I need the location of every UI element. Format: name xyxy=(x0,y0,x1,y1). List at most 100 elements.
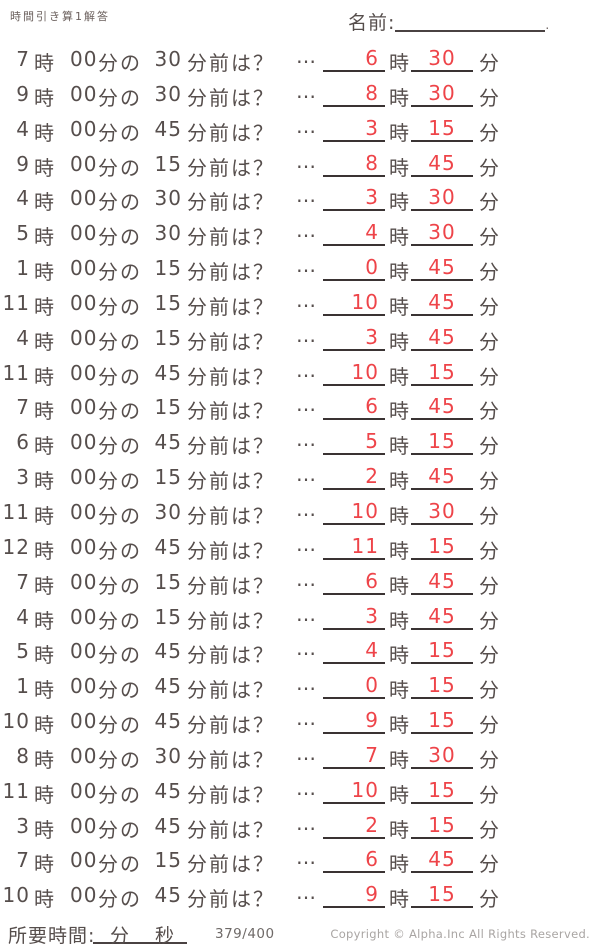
answer-hour-blank: 6 xyxy=(323,569,385,595)
answer-hour-value: 6 xyxy=(365,568,379,593)
minute-unit-label: 分 xyxy=(479,503,499,528)
answer-hour-value: 10 xyxy=(351,359,379,384)
hour-unit-label: 時 xyxy=(389,538,409,563)
problem-row: 7 時 00 分の 15 分前は？ … 6 時 45 分 xyxy=(0,567,600,604)
hour-unit-label: 時 xyxy=(389,887,409,912)
answer-hour-value: 9 xyxy=(365,708,379,733)
answer-minutes-value: 15 xyxy=(428,812,456,837)
answer-hour-blank: 10 xyxy=(323,290,385,316)
ellipsis: … xyxy=(296,148,317,173)
answer-minutes-value: 30 xyxy=(428,498,456,523)
answer-hour-blank: 9 xyxy=(323,708,385,735)
before-question-label: 分前は？ xyxy=(187,503,275,528)
problem-row: 10 時 00 分の 45 分前は？ … 9 時 15 分 xyxy=(0,880,600,917)
answer-hour-value: 6 xyxy=(365,46,379,70)
answer-minutes-value: 30 xyxy=(428,742,456,767)
before-question-label: 分前は？ xyxy=(187,434,275,459)
answer-hour-blank: 6 xyxy=(323,394,385,421)
question-minutes: 00 xyxy=(70,151,98,176)
question-hour: 5 xyxy=(16,639,30,664)
hour-unit-label: 時 xyxy=(389,260,409,285)
problem-row: 1 時 00 分の 45 分前は？ … 0 時 15 分 xyxy=(0,671,600,708)
answer-hour-value: 11 xyxy=(351,533,379,558)
problem-row: 11 時 00 分の 45 分前は？ … 10 時 15 分 xyxy=(0,358,600,395)
answer-minutes-value: 45 xyxy=(428,464,456,489)
hour-unit-label: 時 xyxy=(389,51,409,75)
question-hour: 1 xyxy=(16,256,30,281)
question-hour: 7 xyxy=(16,848,30,873)
before-question-label: 分前は？ xyxy=(187,887,275,912)
answer-minutes-blank: 45 xyxy=(411,464,473,491)
ellipsis: … xyxy=(296,775,317,800)
minute-unit-label: 分 xyxy=(479,225,499,250)
problem-row: 7 時 00 分の 15 分前は？ … 6 時 45 分 xyxy=(0,392,600,429)
before-question-label: 分前は？ xyxy=(187,225,275,250)
minute-unit-label: 分 xyxy=(479,747,499,772)
hour-unit-label: 時 xyxy=(389,225,409,250)
hour-unit-label: 時 xyxy=(34,364,54,389)
problem-row: 4 時 00 分の 15 分前は？ … 3 時 45 分 xyxy=(0,323,600,360)
answer-minutes-value: 15 xyxy=(428,115,456,140)
answer-hour-value: 3 xyxy=(365,115,379,140)
question-hour: 7 xyxy=(16,569,30,594)
hour-unit-label: 時 xyxy=(34,469,54,494)
minute-unit-label: 分 xyxy=(479,887,499,912)
before-question-label: 分前は？ xyxy=(187,817,275,842)
answer-minutes-blank: 30 xyxy=(411,743,473,769)
answer-hour-value: 4 xyxy=(365,220,379,245)
answer-hour-blank: 10 xyxy=(323,778,385,804)
minutes-before-value: 30 xyxy=(154,186,182,211)
minutes-particle-label: 分の xyxy=(98,364,142,389)
answer-minutes-blank: 15 xyxy=(411,360,473,386)
problem-row: 3 時 00 分の 45 分前は？ … 2 時 15 分 xyxy=(0,811,600,848)
before-question-label: 分前は？ xyxy=(187,364,275,389)
minutes-before-value: 15 xyxy=(154,325,182,350)
problem-row: 7 時 00 分の 15 分前は？ … 6 時 45 分 xyxy=(0,845,600,882)
problem-row: 4 時 00 分の 45 分前は？ … 3 時 15 分 xyxy=(0,114,600,151)
question-minutes: 00 xyxy=(70,81,98,106)
answer-minutes-value: 45 xyxy=(428,255,456,280)
ellipsis: … xyxy=(296,601,317,626)
answer-minutes-value: 30 xyxy=(428,185,456,210)
hour-unit-label: 時 xyxy=(389,643,409,668)
answer-minutes-value: 45 xyxy=(428,603,456,628)
minutes-before-value: 30 xyxy=(154,81,182,106)
answer-minutes-blank: 45 xyxy=(411,569,473,595)
minutes-particle-label: 分の xyxy=(98,608,142,633)
question-hour: 11 xyxy=(2,778,30,803)
minutes-before-value: 45 xyxy=(154,430,182,455)
hour-unit-label: 時 xyxy=(34,120,54,145)
hour-unit-label: 時 xyxy=(389,155,409,180)
answer-minutes-value: 15 xyxy=(428,638,456,663)
minutes-before-value: 45 xyxy=(154,813,182,838)
question-hour: 11 xyxy=(2,360,30,385)
minutes-before-value: 15 xyxy=(154,848,182,873)
hour-unit-label: 時 xyxy=(389,364,409,389)
minutes-before-value: 45 xyxy=(154,639,182,664)
hour-unit-label: 時 xyxy=(34,155,54,180)
minute-unit-label: 分 xyxy=(479,643,499,668)
minutes-particle-label: 分の xyxy=(98,434,142,459)
minute-unit-label: 分 xyxy=(479,608,499,633)
question-hour: 7 xyxy=(16,395,30,420)
minute-unit-label: 分 xyxy=(479,538,499,563)
ellipsis: … xyxy=(296,392,317,417)
before-question-label: 分前は？ xyxy=(187,51,275,75)
hour-unit-label: 時 xyxy=(34,190,54,215)
answer-minutes-value: 45 xyxy=(428,847,456,872)
before-question-label: 分前は？ xyxy=(187,852,275,877)
minute-unit-label: 分 xyxy=(479,852,499,877)
hour-unit-label: 時 xyxy=(389,782,409,807)
answer-hour-blank: 8 xyxy=(323,81,385,107)
before-question-label: 分前は？ xyxy=(187,85,275,110)
minute-unit-label: 分 xyxy=(479,782,499,807)
ellipsis: … xyxy=(296,218,317,243)
before-question-label: 分前は？ xyxy=(187,643,275,668)
question-minutes: 00 xyxy=(70,778,98,803)
answer-minutes-value: 15 xyxy=(428,777,456,802)
question-minutes: 00 xyxy=(70,674,98,699)
ellipsis: … xyxy=(296,880,317,905)
answer-minutes-value: 30 xyxy=(428,80,456,105)
problem-row: 8 時 00 分の 30 分前は？ … 7 時 30 分 xyxy=(0,741,600,778)
before-question-label: 分前は？ xyxy=(187,713,275,738)
